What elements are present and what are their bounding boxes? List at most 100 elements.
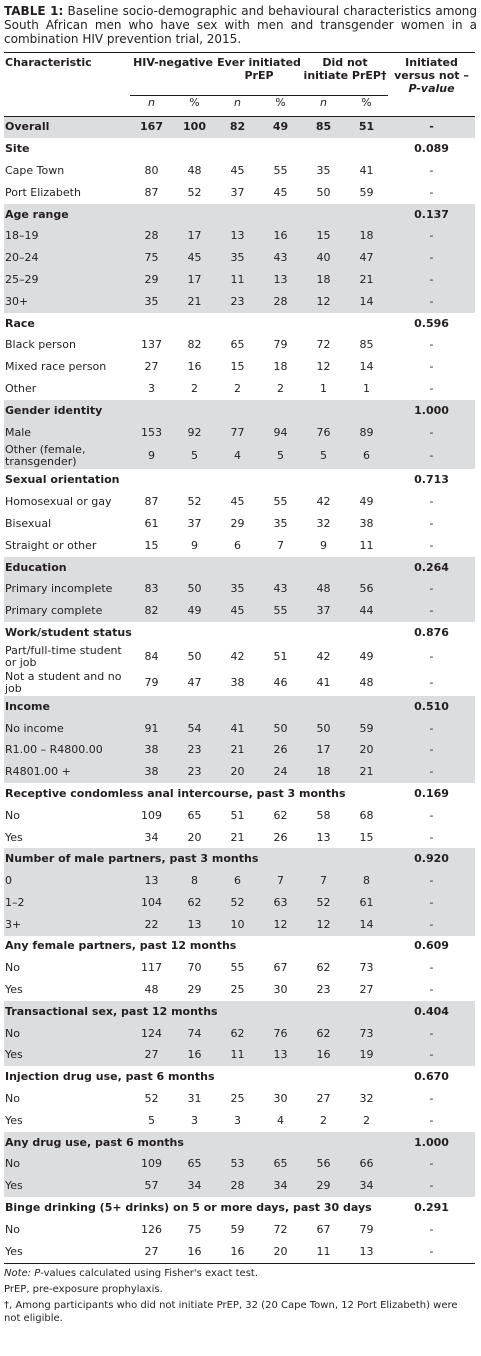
table-row: Primary incomplete 83 50 35 43 48 56-	[4, 578, 476, 601]
cell-value: 20	[273, 1244, 288, 1258]
cell-value: 27	[144, 1244, 159, 1258]
cell-value: 7	[302, 870, 346, 892]
cell-value: 45	[273, 185, 288, 199]
cell-value: 47	[345, 247, 389, 270]
cell-value: 34	[144, 830, 159, 844]
p-value-cell: -	[429, 381, 434, 395]
cell-value: 52	[187, 495, 202, 509]
row-label: Mixed race person	[5, 360, 107, 374]
cell-value: 51	[345, 116, 389, 139]
table-caption: TABLE 1: Baseline socio-demographic and …	[0, 0, 481, 52]
cell-value: 41	[359, 163, 374, 177]
cell-value: 117	[141, 961, 162, 975]
cell-value: 12	[316, 360, 331, 374]
section-row: Race 0.596	[4, 313, 475, 335]
cell-value: 83	[130, 578, 173, 601]
cell-value: 13	[259, 1044, 303, 1067]
p-value-cell: 1.000	[388, 399, 476, 422]
section-row: Education 0.264	[4, 556, 476, 579]
cell-value: 16	[187, 1244, 202, 1258]
cell-value: 55	[259, 600, 303, 623]
cell-value: 48	[359, 675, 374, 689]
p-value-cell: 0.510	[388, 695, 476, 718]
cell-value: 34	[345, 1175, 389, 1198]
cell-value: 15	[302, 225, 346, 248]
characteristics-table: Characteristic HIV-negative Ever initiat…	[4, 52, 476, 1263]
cell-value: 56	[302, 1153, 346, 1176]
cell-value: 21	[345, 269, 389, 291]
cell-value: 28	[130, 225, 173, 248]
cell-value: 29	[230, 516, 245, 530]
row-label: No	[5, 961, 20, 975]
cell-value: 13	[173, 913, 217, 936]
cell-value: 72	[273, 1222, 288, 1236]
cell-value: 21	[216, 739, 260, 762]
table-row: Mixed race person 27 16 15 18 12 14 -	[4, 356, 475, 378]
cell-value: 31	[187, 1092, 202, 1106]
row-label: Other	[5, 381, 37, 395]
row-label: Race	[5, 316, 35, 330]
table-row: Other (female, transgender) 9 5 4 5 5 6-	[4, 443, 476, 470]
cell-value: 3	[191, 1113, 198, 1127]
cell-value: 20	[345, 739, 389, 762]
p-value-cell: -	[388, 1175, 476, 1198]
cell-value: 2	[363, 1113, 371, 1127]
row-label: 3+	[4, 913, 130, 936]
cell-value: 67	[316, 1222, 331, 1236]
table-row: Homosexual or gay 87 52 45 55 42 49 -	[4, 491, 475, 513]
table-row: Yes 34 20 21 26 13 15 -	[4, 827, 475, 849]
table-row: 25–29 29 17 11 13 18 21-	[4, 269, 476, 291]
cell-value: 48	[302, 578, 346, 601]
p-value-cell: -	[388, 421, 476, 444]
cell-value: 85	[359, 338, 374, 352]
p-value-cell: 0.169	[414, 786, 449, 800]
cell-value: 16	[173, 1044, 217, 1067]
p-value-cell: -	[388, 247, 476, 270]
cell-value: 72	[316, 338, 331, 352]
p-value-cell: -	[429, 360, 434, 374]
cell-value: 5	[148, 1113, 155, 1127]
cell-value: 45	[216, 600, 260, 623]
row-label: Income	[4, 695, 389, 718]
cell-value: 1	[320, 381, 328, 395]
table-row: Other 3 2 2 2 1 1 -	[4, 378, 475, 400]
row-label: Male	[4, 421, 130, 444]
table-row: Yes 27 16 16 20 11 13 -	[4, 1241, 475, 1263]
cell-value: 56	[345, 578, 389, 601]
section-row: Site 0.089	[4, 138, 475, 160]
caption-label: TABLE 1:	[4, 4, 64, 18]
row-label: Black person	[5, 338, 76, 352]
cell-value: 21	[173, 290, 217, 313]
table-row: Yes 27 16 11 13 16 19-	[4, 1044, 476, 1067]
cell-value: 1	[363, 381, 371, 395]
cell-value: 41	[216, 717, 260, 740]
table-row: 1–2 104 62 52 63 52 61-	[4, 892, 476, 914]
cell-value: 2	[277, 381, 285, 395]
row-label: Yes	[5, 1113, 23, 1127]
cell-value: 55	[273, 163, 288, 177]
p-value-cell: -	[388, 892, 476, 914]
cell-value: 3	[148, 381, 155, 395]
p-value-cell: -	[388, 290, 476, 313]
p-value-cell: -	[429, 1244, 434, 1258]
cell-value: 16	[230, 1244, 245, 1258]
header-did-not-initiate: Did not initiate PrEP†	[302, 52, 389, 96]
cell-value: 87	[144, 185, 159, 199]
cell-value: 5	[302, 443, 346, 470]
cell-value: 124	[130, 1022, 173, 1045]
cell-value: 65	[259, 1153, 303, 1176]
cell-value: 28	[216, 1175, 260, 1198]
cell-value: 17	[302, 739, 346, 762]
row-label: Yes	[5, 983, 23, 997]
p-value-cell: -	[388, 269, 476, 291]
cell-value: 8	[345, 870, 389, 892]
cell-value: 9	[130, 443, 173, 470]
table-row: 20–24 75 45 35 43 40 47-	[4, 247, 476, 270]
cell-value: 42	[230, 649, 245, 663]
cell-value: 18	[302, 269, 346, 291]
cell-value: 42	[316, 649, 331, 663]
cell-value: 82	[216, 116, 260, 139]
section-row: Gender identity 1.000	[4, 399, 476, 422]
cell-value: 3	[234, 1113, 242, 1127]
cell-value: 79	[273, 338, 288, 352]
